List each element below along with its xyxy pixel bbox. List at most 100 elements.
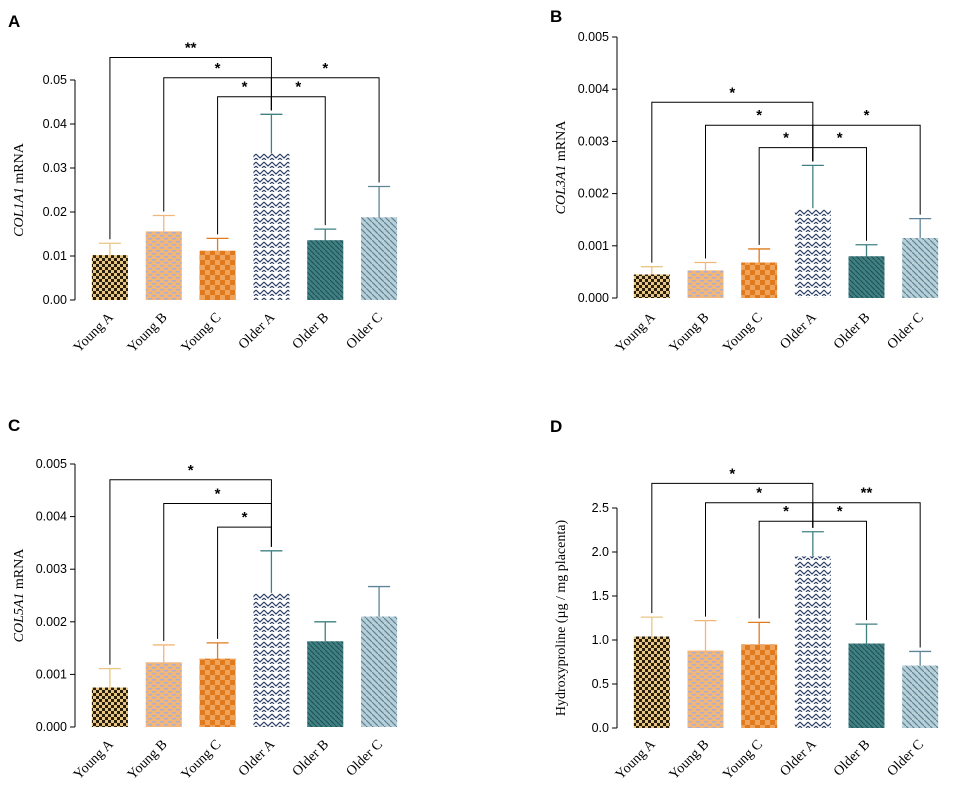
y-tick-label: 0.0 [592,721,609,735]
y-tick-label: 0.02 [43,205,67,219]
category-label: Older C [344,310,386,352]
y-tick-label: 0.05 [43,73,67,87]
y-tick-label: 0.01 [43,249,67,263]
significance-label: * [729,84,735,101]
y-tick-label: 1.0 [592,633,609,647]
panel-c: C 0.000 0.001 0.002 0.003 0.004 0.005 COL5A1 mR… [8,416,398,783]
category-label: Young A [613,737,659,783]
y-tick-label: 0.000 [578,291,609,305]
y-axis-label: COL3A1 mRNA [554,120,569,215]
bar [253,153,290,300]
bar [741,262,778,298]
significance-label: * [215,60,221,77]
bar [361,616,398,727]
significance-label: * [756,107,762,124]
significance-label: * [322,60,328,77]
panel-b: B 0.000 0.001 0.002 0.003 0.004 0.005 COL3A1 mR… [550,7,939,356]
y-axis-label: COL1A1 mRNA [12,142,27,237]
panel-a: A 0.00 0.01 0.02 0.03 0.04 0.05 COL1A1 mRNA Youn… [8,12,398,356]
category-label: Young B [125,310,171,356]
y-axis-label-suffix: mRNA [554,120,569,165]
y-axis-label-suffix: mRNA [12,548,27,593]
significance-bracket [812,124,921,215]
panel-letter-d: D [550,417,562,436]
significance-label: ** [861,485,873,502]
category-label: Young C [720,737,766,783]
y-axis-label-gene: COL1A1 [12,187,27,237]
significance-label: * [215,485,221,502]
y-tick-label: 0.003 [578,134,609,148]
bar [361,217,398,300]
bar [902,237,939,298]
category-label: Older A [236,310,279,353]
panel-d: D 0.0 0.5 1.0 1.5 2.0 2.5 Hydroxyproline (µg / … [550,417,939,783]
significance-label: ** [185,40,197,57]
y-tick-label: 0.5 [592,677,609,691]
y-tick-label: 0.002 [36,615,67,629]
bar [741,644,778,728]
bar [145,231,182,300]
bar [199,250,236,300]
y-axis-label-gene: COL5A1 [12,593,27,643]
bar [687,270,724,298]
category-label: Older A [236,737,279,780]
bar [794,556,831,728]
panel-letter-b: B [550,7,562,26]
category-label: Young B [667,310,713,356]
y-axis-label: Hydroxyproline (µg / mg placenta) [554,520,569,717]
significance-bracket [163,502,272,641]
category-label: Young A [71,737,117,783]
y-tick-label: 1.5 [592,589,609,603]
y-tick-label: 0.001 [578,239,609,253]
significance-label: * [242,509,248,526]
panel-letter-c: C [8,416,20,435]
y-tick-label: 0.03 [43,161,67,175]
significance-label: * [837,503,843,520]
significance-bracket [651,101,814,263]
category-label: Young C [179,737,225,783]
y-tick-label: 0.004 [36,510,67,524]
bar [633,274,670,298]
bar [307,240,344,300]
y-tick-label: 2.0 [592,545,609,559]
category-label: Older C [885,737,927,779]
significance-label: * [783,503,789,520]
category-label: Young C [179,310,225,356]
significance-bracket [270,77,380,183]
category-label: Older A [777,310,820,353]
y-tick-label: 0.04 [43,117,67,131]
panel-letter-a: A [8,12,20,31]
category-label: Young B [125,737,171,783]
category-label: Older A [777,737,820,780]
y-axis-label: COL5A1 mRNA [12,548,27,643]
y-axis-label-suffix: mRNA [12,142,27,187]
bar [687,650,724,728]
significance-label: * [188,462,194,479]
category-label: Young C [720,310,766,356]
significance-label: * [783,130,789,147]
bar [91,255,128,300]
bar [848,256,885,298]
bar [199,658,236,727]
y-axis-label-suffix: Hydroxyproline (µg / mg placenta) [554,520,569,717]
bar [794,208,831,298]
y-tick-label: 0.00 [43,293,67,307]
bar [253,592,290,727]
bar [848,643,885,728]
significance-label: * [864,107,870,124]
category-label: Older C [885,310,927,352]
significance-label: * [729,465,735,482]
category-label: Older B [290,737,332,779]
category-label: Older B [831,310,873,352]
y-tick-label: 0.003 [36,562,67,576]
significance-label: * [295,79,301,96]
y-tick-label: 0.005 [36,457,67,471]
y-axis-label-gene: COL3A1 [554,165,569,215]
significance-bracket [812,502,921,648]
y-tick-label: 0.001 [36,667,67,681]
y-tick-label: 0.004 [578,82,609,96]
bar [902,665,939,728]
bar [91,687,128,727]
y-tick-label: 0.002 [578,187,609,201]
